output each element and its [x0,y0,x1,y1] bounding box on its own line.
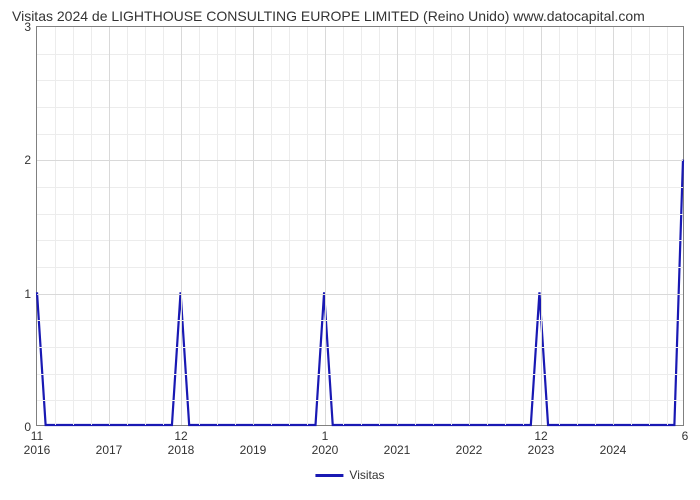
gridline-v-minor [667,27,668,425]
gridline-v [397,27,398,425]
x-tick-label: 2019 [240,443,267,457]
gridline-v-minor [505,27,506,425]
gridline-h-minor [37,187,683,188]
gridline-v-minor [415,27,416,425]
x-tick-label: 2024 [600,443,627,457]
peak-value-label: 6 [682,429,689,443]
gridline-h-minor [37,54,683,55]
gridline-v [541,27,542,425]
gridline-v-minor [595,27,596,425]
gridline-v-minor [631,27,632,425]
peak-value-label: 12 [534,429,547,443]
gridline-v-minor [361,27,362,425]
gridline-v [181,27,182,425]
gridline-h-minor [37,107,683,108]
gridline-h-minor [37,320,683,321]
gridline-v-minor [217,27,218,425]
gridline-v-minor [649,27,650,425]
gridline-v-minor [271,27,272,425]
gridline-v-minor [433,27,434,425]
x-tick-label: 2018 [168,443,195,457]
gridline-v-minor [91,27,92,425]
gridline-h [37,160,683,161]
x-tick-label: 2020 [312,443,339,457]
gridline-v [325,27,326,425]
gridline-v [469,27,470,425]
peak-value-label: 1 [322,429,329,443]
gridline-h-minor [37,214,683,215]
legend-swatch [315,474,343,477]
gridline-v-minor [145,27,146,425]
gridline-v-minor [307,27,308,425]
gridline-h-minor [37,240,683,241]
x-tick-label: 2016 [24,443,51,457]
x-tick-label: 2023 [528,443,555,457]
chart-line-svg [37,27,683,425]
gridline-v-minor [487,27,488,425]
gridline-v [109,27,110,425]
gridline-v-minor [235,27,236,425]
gridline-v [253,27,254,425]
y-tick-label: 2 [24,153,31,167]
x-tick-label: 2017 [96,443,123,457]
gridline-v-minor [127,27,128,425]
gridline-v-minor [343,27,344,425]
gridline-h-minor [37,374,683,375]
gridline-h-minor [37,134,683,135]
peak-value-label: 12 [174,429,187,443]
gridline-h [37,294,683,295]
x-tick-label: 2022 [456,443,483,457]
gridline-v-minor [163,27,164,425]
gridline-v-minor [73,27,74,425]
chart-plot-area: 0123201620172018201920202021202220232024… [36,26,684,426]
legend-label: Visitas [349,468,384,482]
visits-line [37,160,683,425]
gridline-v-minor [379,27,380,425]
gridline-h-minor [37,400,683,401]
gridline-v [613,27,614,425]
chart-legend: Visitas [315,468,384,482]
x-tick-label: 2021 [384,443,411,457]
gridline-v-minor [289,27,290,425]
gridline-v-minor [523,27,524,425]
y-tick-label: 1 [24,287,31,301]
gridline-v-minor [451,27,452,425]
gridline-h-minor [37,267,683,268]
gridline-v-minor [55,27,56,425]
chart-title: Visitas 2024 de LIGHTHOUSE CONSULTING EU… [12,8,688,24]
gridline-h-minor [37,347,683,348]
peak-value-label: 11 [31,429,43,443]
gridline-v-minor [199,27,200,425]
y-tick-label: 3 [24,20,31,34]
gridline-v-minor [559,27,560,425]
gridline-h-minor [37,80,683,81]
gridline-v-minor [577,27,578,425]
